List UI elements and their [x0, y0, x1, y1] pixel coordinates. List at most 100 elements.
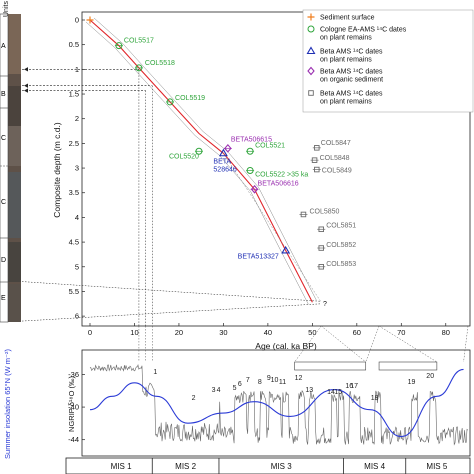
projection-line [463, 325, 469, 363]
data-point [135, 64, 143, 72]
mis-bar: MIS 1 MIS 2 MIS 3 MIS 4 MIS 5 [65, 457, 471, 474]
point-label: BETA506616 [258, 180, 299, 187]
top-x-tick-label: 50 [308, 328, 316, 337]
point-label: COL5851 [326, 222, 356, 229]
data-point [115, 42, 123, 50]
bottom-plot-frame [81, 349, 471, 457]
unit-label-a: A [1, 43, 6, 50]
data-point [246, 167, 254, 175]
correlation-box [294, 361, 367, 371]
unit-label-c1: C [1, 135, 6, 142]
correlation-box [378, 361, 438, 371]
interstadial-number: 6 [238, 381, 242, 388]
legend-label: Beta AMS ¹⁴C dates [320, 69, 383, 76]
point-label: BETA513327 [238, 253, 279, 260]
mis-label: MIS 2 [175, 462, 196, 471]
legend-box [302, 9, 474, 113]
uncertain-mark: ? [323, 301, 327, 308]
interstadial-number: 13 [305, 387, 313, 394]
interstadial-number: 10 [271, 377, 279, 384]
unit-label-d: D [1, 257, 6, 264]
data-point [218, 148, 228, 157]
unit-label-c2: C [1, 199, 6, 206]
point-label: BETA [213, 158, 231, 165]
interstadial-number: 19 [408, 379, 416, 386]
projection-line [294, 325, 322, 363]
top-data-points: COL5517 COL5518 COL5519 COL5520 COL5521 COL55… [86, 16, 356, 270]
top-y-tick-label: 3 [75, 164, 79, 173]
point-label: COL5522 >35 ka [255, 172, 308, 179]
top-x-tick-label: 70 [397, 328, 405, 337]
interstadial-number: 2 [192, 395, 196, 402]
bottom-y-tick-label: -36 [68, 370, 79, 379]
point-label: COL5518 [145, 60, 175, 67]
interstadial-number: 14 [327, 389, 335, 396]
top-y-tick-label: 5.5 [69, 287, 79, 296]
top-x-tick-label: 60 [353, 328, 361, 337]
top-y-tick-label: 3.5 [69, 188, 79, 197]
data-point [195, 147, 203, 155]
top-y-axis-label: Composite depth (m c.d.) [52, 122, 62, 218]
interstadial-number: 3 [212, 387, 216, 394]
legend-label: on plant remains [320, 35, 372, 42]
data-point [311, 157, 318, 163]
point-label: COL5849 [322, 168, 352, 175]
data-point [314, 145, 320, 151]
data-point [318, 226, 324, 233]
units-header: Units [3, 1, 10, 17]
unit-label-b: B [1, 91, 6, 98]
point-label: COL5850 [309, 208, 339, 215]
data-point [86, 16, 94, 24]
ngrip-axis-label: NGRIP δ¹⁸O (‰) [67, 376, 76, 432]
legend-label: Cologne EA-AMS ¹⁴C dates [320, 27, 407, 34]
core-section-c1 [8, 126, 21, 166]
point-label: COL5852 [326, 242, 356, 249]
point-label: COL5853 [326, 261, 356, 268]
data-point [281, 245, 291, 254]
unit-label-e: E [1, 295, 6, 302]
bottom-axis-ticks: -36 -40 -44 [68, 325, 469, 444]
connector-arrow [24, 83, 28, 88]
interstadial-number: 8 [258, 379, 262, 386]
top-y-tick-label: 0.5 [69, 40, 79, 49]
top-y-tick-label: 0 [75, 16, 79, 25]
interstadial-number: 18 [371, 395, 379, 402]
model-median-line [89, 19, 313, 303]
legend-label: on plant remains [320, 99, 372, 106]
interstadial-number: 16 [345, 383, 353, 390]
top-y-tick-label: 1 [75, 65, 79, 74]
mis-label: MIS 5 [426, 462, 447, 471]
model-envelope-lower [93, 17, 317, 301]
legend-label: on organic sediment [320, 77, 383, 84]
age-depth-model [85, 17, 322, 305]
top-axis-ticks: 0 10 20 30 40 50 60 70 80 0 0.5 1 1.5 2 2.5 3 3.5 4 4.5 5 5.… [69, 16, 450, 338]
data-point [318, 245, 324, 251]
core-section-c2 [8, 172, 21, 238]
legend-marker [307, 13, 315, 21]
core-photo: Units A B C C D E [0, 1, 21, 323]
mis-frame [65, 457, 471, 474]
point-label: 528646 [213, 166, 236, 173]
insolation-axis-label: Summer insolation 65°N (W m⁻²) [3, 349, 12, 459]
interstadial-number: 7 [246, 377, 250, 384]
point-label: BETA506615 [231, 136, 272, 143]
legend-label: Beta AMS ¹⁴C dates [320, 91, 383, 98]
data-point [246, 147, 254, 155]
top-plot-frame [81, 11, 471, 327]
data-point [224, 143, 232, 153]
legend: Sediment surface Cologne EA-AMS ¹⁴C dates… [302, 9, 474, 113]
age-depth-chart: 0 10 20 30 40 50 60 70 80 0 0.5 1 1.5 2 2.5 3 3.5 4 4.5 5 5.… [21, 11, 471, 351]
top-y-tick-label: 4 [75, 213, 79, 222]
top-y-tick-label: 2 [75, 114, 79, 123]
core-base-connector [21, 281, 322, 302]
interstadial-number: 20 [426, 373, 434, 380]
interstadial-number: 4 [217, 387, 221, 394]
data-point [314, 166, 320, 173]
mis-label: MIS 4 [364, 462, 385, 471]
top-y-tick-label: 5 [75, 262, 79, 271]
unit-column-border [0, 13, 9, 323]
mis-label: MIS 1 [111, 462, 132, 471]
core-section-b [8, 86, 21, 126]
top-y-tick-label: 1.5 [69, 90, 79, 99]
